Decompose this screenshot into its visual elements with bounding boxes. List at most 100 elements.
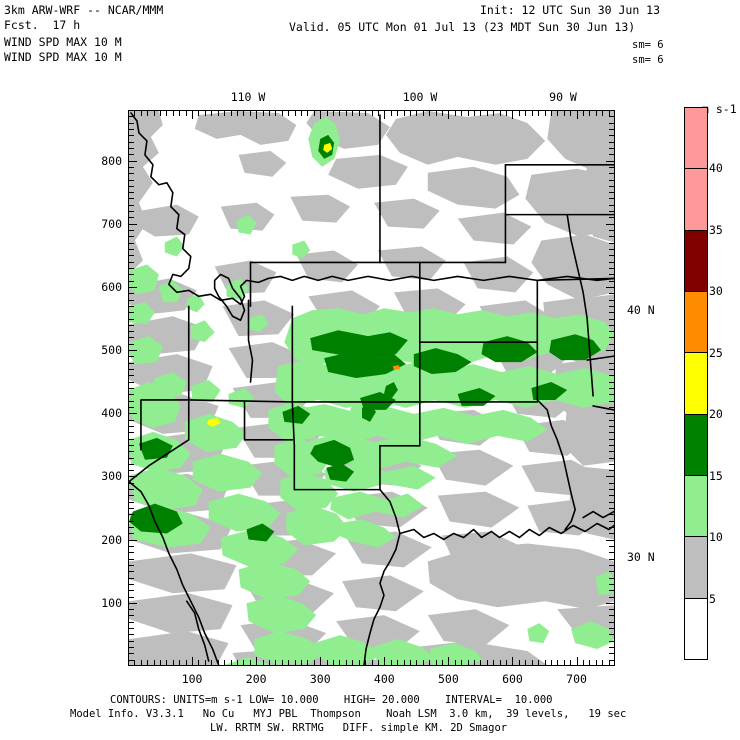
x-tick-b-50 (160, 660, 162, 665)
y-tick-r-610 (609, 280, 614, 282)
y-tick-580 (129, 299, 134, 301)
y-tick-460 (129, 375, 134, 377)
x-tick-b-520 (461, 660, 463, 665)
x-tick-b-190 (249, 660, 251, 665)
x-tick-b-620 (525, 660, 527, 665)
y-tick-r-400 (606, 413, 614, 415)
y-tick-r-470 (609, 369, 614, 371)
colorbar-container: 40 35 30 25 20 15 10 5 (684, 107, 723, 660)
y-tick-r-100 (606, 602, 614, 604)
x-tick-560 (486, 111, 488, 116)
x-axis-label-500: 500 (438, 672, 459, 686)
y-tick-r-160 (609, 564, 614, 566)
y-tick-r-380 (609, 425, 614, 427)
y-tick-200 (129, 539, 137, 541)
y-tick-610 (129, 280, 134, 282)
colorbar-band-45+ (685, 108, 707, 169)
y-axis-label-500: 500 (101, 343, 122, 358)
x-tick-390 (377, 111, 379, 116)
x-tick-b-260 (294, 660, 296, 665)
x-tick-740 (602, 111, 604, 116)
x-tick-380 (371, 111, 373, 116)
y-tick-r-490 (609, 356, 614, 358)
x-tick-b-210 (262, 660, 264, 665)
x-tick-b-280 (307, 660, 309, 665)
y-tick-80 (129, 615, 134, 617)
x-tick-570 (493, 111, 495, 116)
x-tick-b-30 (147, 660, 149, 665)
y-tick-r-390 (609, 419, 614, 421)
y-tick-530 (129, 331, 134, 333)
y-tick-r-840 (609, 135, 614, 137)
y-tick-250 (129, 508, 134, 510)
y-tick-520 (129, 337, 134, 339)
y-tick-r-570 (609, 305, 614, 307)
x-tick-b-20 (140, 660, 142, 665)
x-tick-b-240 (281, 660, 283, 665)
y-tick-110 (129, 596, 134, 598)
x-tick-150 (224, 111, 226, 116)
x-tick-490 (441, 111, 443, 116)
field-name-line-2: WIND SPD MAX 10 M (4, 50, 122, 64)
x-tick-700 (576, 111, 578, 119)
y-tick-640 (129, 261, 134, 263)
x-tick-450 (416, 111, 418, 116)
y-tick-r-80 (609, 615, 614, 617)
y-tick-50 (129, 634, 134, 636)
y-tick-r-70 (609, 621, 614, 623)
x-tick-b-90 (185, 660, 187, 665)
y-tick-r-620 (609, 274, 614, 276)
y-tick-670 (129, 242, 134, 244)
y-tick-r-410 (609, 406, 614, 408)
x-tick-130 (211, 111, 213, 116)
x-axis-label-600: 600 (502, 672, 523, 686)
y-tick-r-670 (609, 242, 614, 244)
y-tick-330 (129, 457, 134, 459)
y-tick-650 (129, 255, 134, 257)
x-tick-270 (301, 111, 302, 116)
x-tick-b-230 (275, 660, 277, 665)
y-tick-r-500 (606, 350, 614, 352)
y-tick-820 (129, 147, 134, 149)
colorbar[interactable] (684, 107, 708, 660)
y-tick-510 (129, 343, 134, 345)
y-tick-10 (129, 659, 134, 661)
x-tick-b-300 (320, 657, 322, 665)
colorbar-tick-20: 20 (709, 407, 723, 422)
y-tick-r-210 (609, 533, 614, 535)
y-tick-270 (129, 495, 134, 497)
x-tick-b-110 (198, 660, 200, 665)
x-tick-b-590 (506, 660, 508, 665)
y-tick-r-630 (609, 267, 614, 269)
x-tick-b-690 (570, 660, 572, 665)
y-tick-540 (129, 324, 134, 326)
y-tick-320 (129, 463, 134, 465)
y-tick-r-770 (609, 179, 614, 181)
y-tick-r-790 (609, 166, 614, 168)
x-tick-b-70 (172, 660, 174, 665)
x-tick-640 (538, 111, 540, 116)
colorbar-band-10 (685, 536, 707, 598)
y-tick-r-510 (609, 343, 614, 345)
y-tick-570 (129, 305, 134, 307)
y-tick-r-640 (609, 261, 614, 263)
x-tick-b-100 (192, 657, 194, 665)
x-tick-b-350 (352, 660, 354, 665)
y-tick-30 (129, 647, 134, 649)
x-tick-b-720 (589, 660, 591, 665)
y-tick-130 (129, 583, 134, 585)
y-tick-360 (129, 438, 134, 440)
y-tick-430 (129, 394, 134, 396)
x-tick-b-600 (512, 657, 514, 665)
x-tick-b-610 (518, 660, 520, 665)
x-tick-b-460 (422, 660, 424, 665)
x-tick-540 (474, 111, 476, 116)
y-tick-840 (129, 135, 134, 137)
x-tick-b-270 (301, 660, 302, 665)
x-tick-180 (243, 111, 245, 116)
x-tick-b-250 (288, 660, 290, 665)
y-tick-r-50 (609, 634, 614, 636)
y-tick-r-130 (609, 583, 614, 585)
y-axis-label-400: 400 (101, 406, 122, 421)
y-tick-860 (129, 122, 134, 124)
